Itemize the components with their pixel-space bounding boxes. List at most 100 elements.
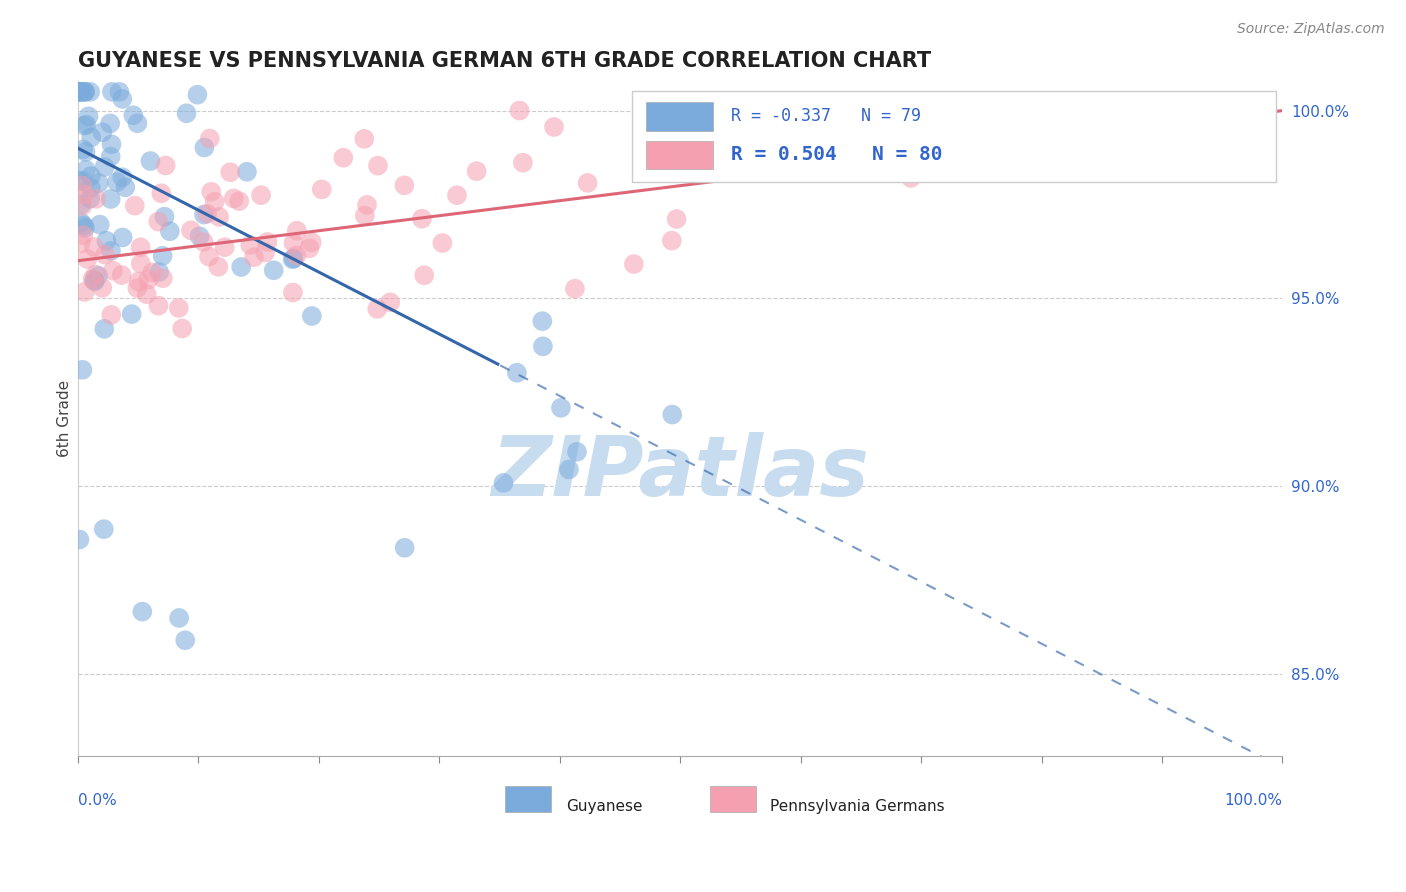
Point bbox=[101, 263, 124, 277]
Point bbox=[121, 307, 143, 321]
Point bbox=[139, 154, 162, 169]
Point bbox=[75, 145, 97, 159]
FancyBboxPatch shape bbox=[505, 786, 551, 812]
Point bbox=[207, 260, 229, 274]
Point bbox=[446, 188, 468, 202]
Point bbox=[285, 224, 308, 238]
Point bbox=[80, 181, 103, 195]
Point bbox=[465, 164, 488, 178]
Point bbox=[82, 272, 104, 286]
Point bbox=[200, 185, 222, 199]
Point bbox=[127, 116, 149, 130]
Point bbox=[73, 85, 96, 99]
Point bbox=[100, 150, 122, 164]
Point bbox=[93, 522, 115, 536]
Point bbox=[75, 85, 97, 99]
Point bbox=[285, 248, 308, 262]
Point bbox=[73, 219, 96, 233]
Point bbox=[69, 85, 91, 99]
Point bbox=[75, 162, 97, 177]
Point bbox=[129, 240, 152, 254]
Point bbox=[167, 301, 190, 315]
Point bbox=[150, 186, 173, 201]
Point bbox=[70, 178, 93, 193]
Point bbox=[80, 130, 103, 145]
Point bbox=[394, 541, 416, 555]
Point bbox=[204, 194, 226, 209]
Point bbox=[301, 235, 323, 250]
Point bbox=[105, 175, 128, 189]
Point bbox=[67, 174, 90, 188]
Point bbox=[80, 169, 103, 183]
Point bbox=[93, 322, 115, 336]
Point bbox=[67, 533, 90, 547]
Point bbox=[531, 314, 554, 328]
Point bbox=[122, 108, 145, 122]
Point bbox=[508, 103, 530, 118]
Y-axis label: 6th Grade: 6th Grade bbox=[58, 380, 72, 457]
Point bbox=[111, 170, 134, 185]
FancyBboxPatch shape bbox=[647, 141, 713, 169]
Point bbox=[72, 228, 94, 243]
Point bbox=[550, 401, 572, 415]
Point bbox=[231, 260, 253, 274]
Text: ZIPatlas: ZIPatlas bbox=[491, 432, 869, 513]
Point bbox=[108, 85, 131, 99]
Point bbox=[236, 165, 259, 179]
Point bbox=[101, 85, 124, 99]
Point bbox=[506, 366, 529, 380]
Point bbox=[128, 275, 150, 289]
Point bbox=[543, 120, 565, 134]
Point bbox=[193, 208, 215, 222]
FancyBboxPatch shape bbox=[647, 103, 713, 130]
Point bbox=[127, 281, 149, 295]
Text: R = 0.504   N = 80: R = 0.504 N = 80 bbox=[731, 145, 942, 164]
Point bbox=[153, 210, 176, 224]
Point bbox=[89, 218, 111, 232]
Point bbox=[740, 131, 762, 145]
Point bbox=[681, 94, 703, 108]
Point bbox=[332, 151, 354, 165]
Point bbox=[141, 265, 163, 279]
Point bbox=[665, 212, 688, 227]
Point bbox=[73, 221, 96, 235]
Point bbox=[79, 192, 101, 206]
Point bbox=[152, 249, 174, 263]
Point bbox=[298, 241, 321, 255]
Point bbox=[73, 285, 96, 299]
Point bbox=[79, 85, 101, 99]
Point bbox=[111, 92, 134, 106]
Point bbox=[135, 287, 157, 301]
Point bbox=[69, 236, 91, 251]
Point bbox=[148, 265, 170, 279]
Point bbox=[91, 125, 114, 139]
Point bbox=[76, 252, 98, 266]
Text: Source: ZipAtlas.com: Source: ZipAtlas.com bbox=[1237, 22, 1385, 37]
Point bbox=[353, 209, 375, 223]
Point bbox=[94, 248, 117, 262]
Point bbox=[148, 299, 170, 313]
Point bbox=[83, 274, 105, 288]
Point bbox=[254, 245, 277, 260]
Text: Pennsylvania Germans: Pennsylvania Germans bbox=[770, 799, 945, 814]
Point bbox=[531, 339, 554, 353]
Point bbox=[239, 238, 262, 252]
Point bbox=[180, 223, 202, 237]
Point bbox=[564, 282, 586, 296]
Point bbox=[72, 199, 94, 213]
Text: 0.0%: 0.0% bbox=[77, 794, 117, 808]
Point bbox=[159, 224, 181, 238]
Point bbox=[411, 211, 433, 226]
Point bbox=[70, 197, 93, 211]
Point bbox=[100, 308, 122, 322]
FancyBboxPatch shape bbox=[710, 786, 756, 812]
Point bbox=[281, 252, 304, 267]
Point bbox=[100, 192, 122, 206]
Point bbox=[281, 285, 304, 300]
Point bbox=[73, 187, 96, 202]
Point bbox=[152, 271, 174, 285]
Point bbox=[576, 176, 599, 190]
Point bbox=[198, 131, 221, 145]
Point bbox=[91, 281, 114, 295]
Point bbox=[367, 159, 389, 173]
